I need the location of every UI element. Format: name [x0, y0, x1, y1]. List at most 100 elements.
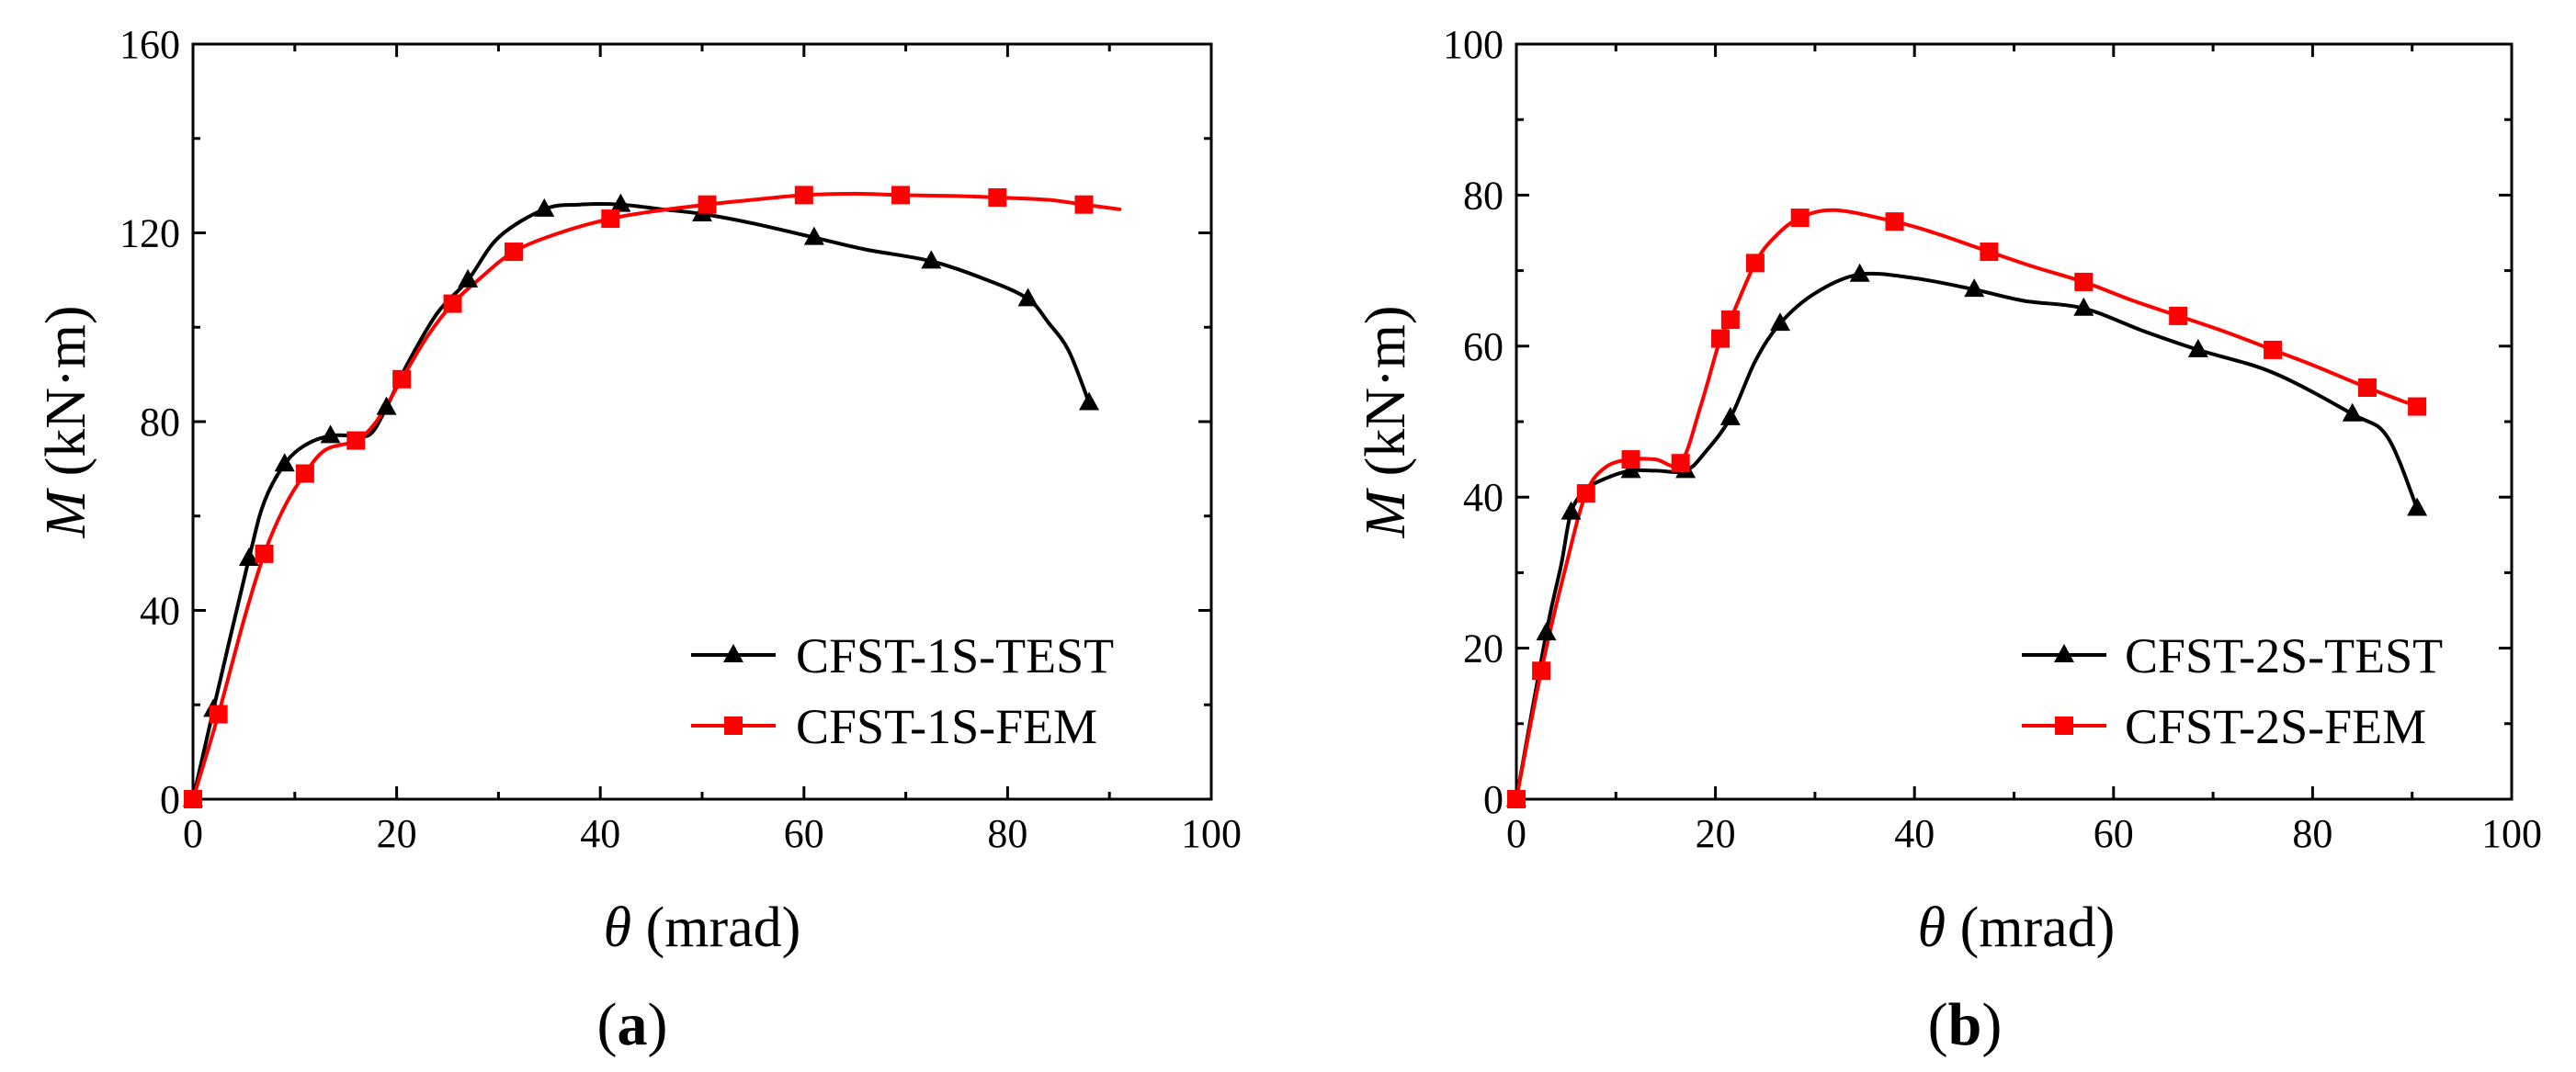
panel-b-ticks: 0 20 40 60 80 100 0 20 40 60 80 100: [1443, 22, 2542, 856]
data-point-CFST-1S-FEM: [988, 187, 1007, 207]
data-point-CFST-2S-FEM: [1671, 454, 1690, 473]
y-tick-label: 160: [119, 22, 180, 67]
x-tick-label: 20: [377, 811, 417, 856]
data-point-CFST-2S-TEST: [1620, 459, 1641, 479]
data-point-CFST-2S-FEM: [1790, 209, 1810, 228]
panel-a-legend: CFST-1S-TEST CFST-1S-FEM: [691, 628, 1114, 754]
panel-b-label: (b): [1928, 991, 2003, 1058]
data-point-CFST-1S-TEST: [610, 193, 631, 212]
x-tick-label: 40: [580, 811, 620, 856]
data-point-CFST-2S-TEST: [2187, 338, 2208, 357]
data-point-CFST-1S-TEST: [534, 197, 555, 217]
data-point-CFST-1S-TEST: [320, 424, 341, 444]
legend-label-test: CFST-1S-TEST: [796, 628, 1114, 683]
panel-a-xlabel: θ (mrad): [604, 897, 801, 959]
data-point-CFST-2S-FEM: [2169, 306, 2188, 325]
panel-a-label: (a): [597, 991, 668, 1058]
data-point-CFST-2S-TEST: [2342, 402, 2363, 422]
data-point-CFST-1S-FEM: [184, 790, 202, 808]
x-tick-label: 60: [784, 811, 824, 856]
y-tick-label: 20: [1463, 626, 1504, 671]
legend-marker-triangle: [2054, 644, 2074, 662]
data-point-CFST-2S-FEM: [1576, 484, 1595, 503]
x-tick-label: 40: [1894, 811, 1935, 856]
data-point-CFST-2S-FEM: [1532, 661, 1551, 681]
legend-label-fem: CFST-1S-FEM: [796, 699, 1097, 754]
panel-a-ticks: 0 20 40 60 80 100 0 40 80 120 160: [119, 22, 1242, 856]
data-point-CFST-2S-TEST: [1719, 406, 1741, 425]
data-point-CFST-2S-FEM: [1621, 450, 1640, 469]
data-point-CFST-1S-TEST: [376, 396, 397, 415]
legend-marker-square: [2055, 717, 2073, 735]
x-tick-label: 60: [2094, 811, 2134, 856]
data-point-CFST-1S-FEM: [505, 243, 524, 262]
data-point-CFST-1S-TEST: [238, 547, 259, 566]
y-tick-label: 100: [1443, 22, 1504, 67]
y-tick-label: 40: [1463, 475, 1504, 520]
data-point-CFST-1S-TEST: [274, 453, 295, 472]
data-point-CFST-2S-TEST: [2407, 497, 2428, 516]
panel-b-legend: CFST-2S-TEST CFST-2S-FEM: [2022, 628, 2443, 754]
y-tick-label: 80: [140, 400, 180, 445]
data-point-CFST-1S-FEM: [255, 544, 274, 563]
panel-a-chart: 0 20 40 60 80 100 0 40 80 120 160 M (kN·m) θ (mrad…: [35, 22, 1242, 1058]
data-point-CFST-1S-FEM: [209, 705, 228, 724]
y-tick-label: 0: [1483, 777, 1504, 822]
data-point-CFST-1S-TEST: [803, 226, 824, 245]
y-tick-label: 60: [1463, 324, 1504, 369]
data-point-CFST-2S-FEM: [1720, 310, 1740, 330]
data-point-CFST-2S-TEST: [1964, 278, 1985, 298]
x-tick-label: 100: [2481, 811, 2542, 856]
x-tick-label: 0: [183, 811, 203, 856]
data-point-CFST-1S-TEST: [921, 250, 942, 269]
x-tick-label: 20: [1696, 811, 1736, 856]
panel-b-ylabel: M (kN·m): [1355, 305, 1417, 538]
y-tick-label: 40: [140, 589, 180, 634]
data-point-CFST-2S-TEST: [1536, 622, 1557, 641]
data-point-CFST-1S-TEST: [1017, 288, 1038, 307]
data-point-CFST-1S-TEST: [458, 268, 479, 288]
y-tick-label: 80: [1463, 173, 1504, 218]
data-point-CFST-2S-TEST: [1560, 501, 1582, 520]
legend-label-fem: CFST-2S-FEM: [2125, 699, 2426, 754]
data-point-CFST-1S-FEM: [346, 431, 366, 450]
data-point-CFST-1S-FEM: [1074, 195, 1094, 214]
x-tick-label: 0: [1506, 811, 1526, 856]
data-point-CFST-1S-FEM: [295, 464, 314, 483]
series-line-CFST-2S-FEM: [1515, 208, 2420, 801]
data-point-CFST-1S-FEM: [392, 369, 412, 389]
data-point-CFST-1S-FEM: [601, 209, 620, 229]
x-tick-label: 100: [1181, 811, 1242, 856]
data-point-CFST-2S-TEST: [2073, 297, 2094, 316]
data-point-CFST-2S-FEM: [2408, 397, 2427, 416]
data-point-CFST-2S-FEM: [2357, 378, 2377, 398]
panel-a-ylabel: M (kN·m): [35, 305, 97, 538]
data-point-CFST-1S-FEM: [794, 186, 813, 205]
panel-a-markers: [183, 186, 1100, 808]
data-point-CFST-1S-FEM: [891, 186, 911, 205]
data-point-CFST-2S-FEM: [1885, 212, 1904, 231]
x-tick-label: 80: [987, 811, 1027, 856]
data-point-CFST-1S-FEM: [443, 294, 462, 313]
data-point-CFST-2S-FEM: [1980, 243, 1999, 262]
data-point-CFST-2S-FEM: [1711, 329, 1731, 348]
data-point-CFST-2S-FEM: [2264, 340, 2283, 359]
x-tick-label: 80: [2292, 811, 2332, 856]
data-point-CFST-1S-TEST: [1079, 391, 1100, 411]
legend-marker-triangle: [723, 644, 743, 662]
panel-b-xlabel: θ (mrad): [1918, 897, 2116, 959]
legend-marker-square: [724, 717, 743, 735]
y-tick-label: 0: [160, 777, 180, 822]
data-point-CFST-2S-FEM: [2074, 272, 2094, 291]
legend-label-test: CFST-2S-TEST: [2125, 628, 2443, 683]
data-point-CFST-1S-FEM: [698, 195, 717, 214]
panel-b-markers: [1506, 209, 2428, 808]
data-point-CFST-2S-TEST: [1849, 263, 1870, 282]
y-tick-label: 120: [119, 211, 180, 256]
panel-b-chart: 0 20 40 60 80 100 0 20 40 60 80 100 M (kN·m) θ (mra…: [1355, 22, 2542, 1058]
data-point-CFST-2S-TEST: [1769, 312, 1790, 332]
data-point-CFST-2S-FEM: [1507, 790, 1526, 808]
data-point-CFST-2S-FEM: [1745, 254, 1765, 273]
series-line-CFST-1S-FEM: [191, 191, 1122, 801]
